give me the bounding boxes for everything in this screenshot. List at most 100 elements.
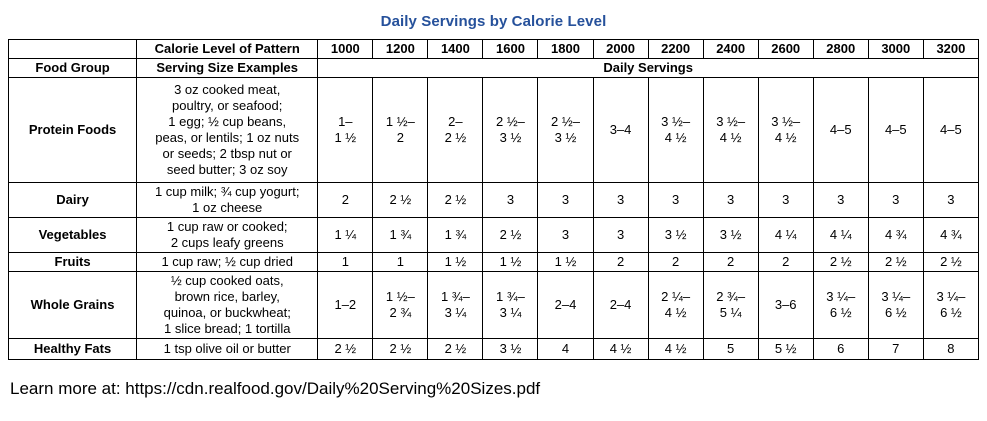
serving-value-cell: 4 ¼ [757,216,814,253]
serving-value-cell: 8 [922,337,980,360]
serving-value-cell: 4 ¾ [922,216,980,253]
serving-value-cell: 1 ¾ [427,216,484,253]
serving-value-cell: 6 [812,337,869,360]
serving-value-cell: 1 [372,251,429,272]
serving-value-cell: 1 ¼ [317,216,374,253]
serving-value-cell: 3 [757,181,814,218]
serving-value-cell: 4–5 [922,76,980,183]
calorie-column-header: 1400 [427,39,484,59]
serving-value-cell: 2–4 [537,270,594,339]
serving-value-cell: 7 [867,337,924,360]
serving-value-cell: 3 [812,181,869,218]
serving-value-cell: 2 ½ [317,337,374,360]
serving-value-cell: 2 ½ [372,181,429,218]
serving-value-cell: 3–6 [757,270,814,339]
serving-value-cell: 1 ¾ [372,216,429,253]
serving-value-cell: 2 ¾– 5 ¼ [702,270,759,339]
calorie-column-header: 3000 [867,39,924,59]
serving-value-cell: 5 [702,337,759,360]
serving-value-cell: 1 ½– 2 ¾ [372,270,429,339]
serving-value-cell: 2 [647,251,704,272]
serving-value-cell: 3 [702,181,759,218]
serving-size-cell: 1 cup raw; ½ cup dried [136,251,319,272]
serving-value-cell: 3 [537,181,594,218]
serving-value-cell: 4–5 [812,76,869,183]
daily-servings-header: Daily Servings [317,57,979,78]
serving-value-cell: 3 ¼– 6 ½ [812,270,869,339]
daily-servings-table: Calorie Level of Pattern 1000 1200 1400 … [7,39,980,360]
calorie-column-header: 2800 [812,39,869,59]
header-row-calorie-levels: Calorie Level of Pattern 1000 1200 1400 … [7,39,980,59]
header-row-labels: Food Group Serving Size Examples Daily S… [7,57,979,78]
serving-value-cell: 4–5 [867,76,924,183]
serving-value-cell: 4 ¾ [867,216,924,253]
serving-value-cell: 2 ½ [372,337,429,360]
serving-value-cell: 2 ½ [427,181,484,218]
serving-value-cell: 2 ½ [812,251,869,272]
serving-value-cell: 2–4 [592,270,649,339]
food-group-cell: Whole Grains [7,270,138,339]
serving-value-cell: 3 ½ [647,216,704,253]
serving-value-cell: 1 ¾– 3 ¼ [427,270,484,339]
calorie-column-header: 1200 [372,39,429,59]
serving-value-cell: 3 ¼– 6 ½ [922,270,980,339]
serving-value-cell: 3 [592,216,649,253]
serving-value-cell: 3 [592,181,649,218]
serving-value-cell: 3 ½– 4 ½ [757,76,814,183]
food-group-header: Food Group [7,57,138,78]
food-group-cell: Protein Foods [7,76,138,183]
serving-value-cell: 2 [702,251,759,272]
calorie-column-header: 1000 [317,39,374,59]
serving-value-cell: 2– 2 ½ [427,76,484,183]
serving-value-cell: 3 [482,181,539,218]
serving-size-cell: 1 tsp olive oil or butter [136,337,319,360]
serving-value-cell: 2 ½ [922,251,980,272]
serving-size-cell: 1 cup milk; ¾ cup yogurt; 1 oz cheese [136,181,319,218]
serving-value-cell: 1 ½ [537,251,594,272]
corner-empty-cell [7,39,138,59]
food-group-cell: Dairy [7,181,138,218]
serving-value-cell: 2 ½– 3 ½ [482,76,539,183]
serving-value-cell: 2 [317,181,374,218]
serving-value-cell: 3 [922,181,980,218]
serving-value-cell: 1 [317,251,374,272]
table-row-healthy-fats: Healthy Fats 1 tsp olive oil or butter 2… [7,337,980,360]
footer-learn-more-text: Learn more at: https://cdn.realfood.gov/… [10,378,541,398]
serving-value-cell: 1 ½– 2 [372,76,429,183]
serving-value-cell: 3 ½– 4 ½ [647,76,704,183]
serving-value-cell: 2 ½ [867,251,924,272]
calorie-column-header: 2400 [702,39,759,59]
serving-value-cell: 4 [537,337,594,360]
serving-value-cell: 3 [867,181,924,218]
serving-value-cell: 3 ½– 4 ½ [702,76,759,183]
serving-value-cell: 1 ½ [427,251,484,272]
serving-value-cell: 3 ¼– 6 ½ [867,270,924,339]
calorie-column-header: 2600 [757,39,814,59]
calorie-column-header: 3200 [922,39,980,59]
serving-value-cell: 4 ½ [647,337,704,360]
serving-value-cell: 3 [537,216,594,253]
serving-size-cell: 1 cup raw or cooked; 2 cups leafy greens [136,216,319,253]
calorie-column-header: 1800 [537,39,594,59]
serving-value-cell: 2 [592,251,649,272]
table-row-protein-foods: Protein Foods 3 oz cooked meat, poultry,… [7,76,980,183]
serving-value-cell: 3 ½ [482,337,539,360]
serving-value-cell: 5 ½ [757,337,814,360]
serving-value-cell: 2 ¼– 4 ½ [647,270,704,339]
table-row-whole-grains: Whole Grains ½ cup cooked oats, brown ri… [7,270,980,339]
table-row-fruits: Fruits 1 cup raw; ½ cup dried 1 1 1 ½ 1 … [7,251,980,272]
serving-size-cell: ½ cup cooked oats, brown rice, barley, q… [136,270,319,339]
serving-value-cell: 2 ½– 3 ½ [537,76,594,183]
table-row-vegetables: Vegetables 1 cup raw or cooked; 2 cups l… [7,216,980,253]
food-group-cell: Fruits [7,251,138,272]
serving-value-cell: 2 ½ [482,216,539,253]
serving-size-header: Serving Size Examples [136,57,319,78]
food-group-cell: Vegetables [7,216,138,253]
serving-value-cell: 1 ¾– 3 ¼ [482,270,539,339]
serving-value-cell: 3 [647,181,704,218]
serving-size-cell: 3 oz cooked meat, poultry, or seafood; 1… [136,76,319,183]
serving-value-cell: 1 ½ [482,251,539,272]
calorie-level-header: Calorie Level of Pattern [136,39,319,59]
serving-value-cell: 3–4 [592,76,649,183]
